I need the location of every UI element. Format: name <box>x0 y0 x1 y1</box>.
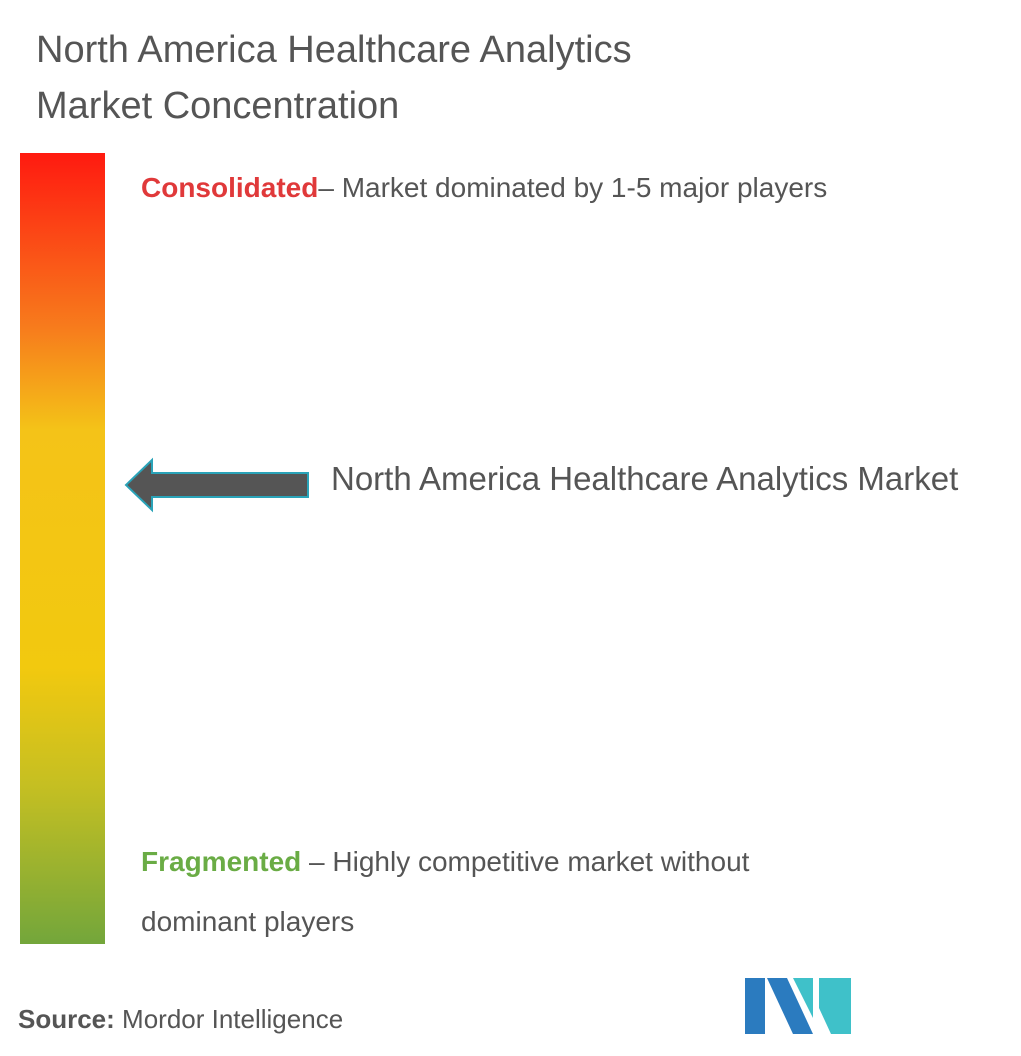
market-label: North America Healthcare Analytics Marke… <box>331 460 959 497</box>
fragmented-desc: Fragmented – Highly competitive market w… <box>141 832 831 952</box>
consolidated-text: – Market dominated by 1-5 major players <box>318 172 828 203</box>
consolidated-label: Consolidated <box>141 172 319 203</box>
title: North America Healthcare Analytics Marke… <box>36 29 632 127</box>
arrow <box>124 457 309 513</box>
concentration-bar <box>20 153 105 944</box>
fragmented-label: Fragmented <box>141 846 302 877</box>
fragmented-text: – Highly competitive market without domi… <box>141 846 750 937</box>
source-text: Mordor Intelligence <box>114 1004 344 1034</box>
consolidated-desc: Consolidated– Market dominated by 1-5 ma… <box>141 158 831 218</box>
source: Source: Mordor Intelligence <box>18 1004 343 1035</box>
source-label: Source: <box>18 1004 115 1034</box>
logo <box>745 978 851 1034</box>
